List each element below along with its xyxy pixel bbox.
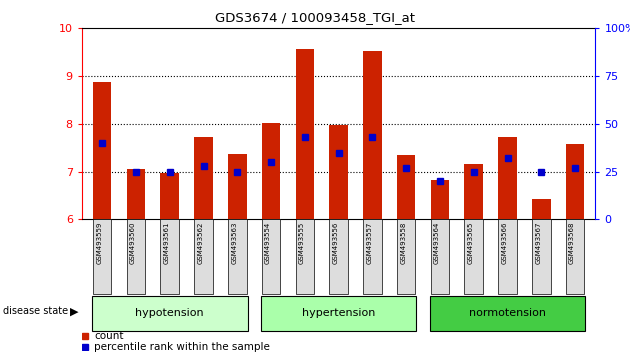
FancyBboxPatch shape [262, 219, 280, 294]
Text: disease state: disease state [3, 306, 68, 316]
Bar [566, 144, 585, 219]
Text: GSM493560: GSM493560 [130, 222, 136, 264]
Text: GSM493561: GSM493561 [164, 222, 169, 264]
FancyBboxPatch shape [498, 219, 517, 294]
Bar [464, 164, 483, 219]
Text: GSM493565: GSM493565 [467, 222, 474, 264]
Text: GSM493559: GSM493559 [96, 222, 102, 264]
Text: hypotension: hypotension [135, 308, 204, 318]
Text: GSM493567: GSM493567 [536, 222, 541, 264]
FancyBboxPatch shape [161, 219, 179, 294]
FancyBboxPatch shape [194, 219, 213, 294]
Text: GSM493562: GSM493562 [198, 222, 203, 264]
FancyBboxPatch shape [397, 219, 415, 294]
Text: percentile rank within the sample: percentile rank within the sample [94, 342, 270, 352]
FancyBboxPatch shape [261, 296, 416, 331]
Bar [228, 154, 246, 219]
FancyBboxPatch shape [464, 219, 483, 294]
FancyBboxPatch shape [93, 219, 112, 294]
Bar [329, 125, 348, 219]
Text: ▶: ▶ [70, 306, 79, 316]
Bar [498, 137, 517, 219]
Bar [532, 199, 551, 219]
FancyBboxPatch shape [228, 219, 246, 294]
Text: GDS3674 / 100093458_TGI_at: GDS3674 / 100093458_TGI_at [215, 11, 415, 24]
Bar [127, 169, 146, 219]
Bar [161, 173, 179, 219]
Text: normotension: normotension [469, 308, 546, 318]
FancyBboxPatch shape [127, 219, 146, 294]
Text: GSM493568: GSM493568 [569, 222, 575, 264]
FancyBboxPatch shape [329, 219, 348, 294]
FancyBboxPatch shape [92, 296, 248, 331]
Text: GSM493558: GSM493558 [400, 222, 406, 264]
Bar [194, 137, 213, 219]
Bar [93, 82, 112, 219]
Text: GSM493556: GSM493556 [333, 222, 339, 264]
Text: count: count [94, 331, 123, 341]
Bar [397, 155, 415, 219]
FancyBboxPatch shape [363, 219, 382, 294]
Text: GSM493557: GSM493557 [367, 222, 372, 264]
Text: hypertension: hypertension [302, 308, 375, 318]
Bar [431, 180, 449, 219]
FancyBboxPatch shape [431, 219, 449, 294]
FancyBboxPatch shape [295, 219, 314, 294]
Text: GSM493564: GSM493564 [434, 222, 440, 264]
Bar [262, 123, 280, 219]
Text: GSM493554: GSM493554 [265, 222, 271, 264]
Text: GSM493566: GSM493566 [501, 222, 508, 264]
FancyBboxPatch shape [566, 219, 585, 294]
Bar [295, 49, 314, 219]
Text: GSM493555: GSM493555 [299, 222, 305, 264]
FancyBboxPatch shape [430, 296, 585, 331]
Bar [363, 51, 382, 219]
FancyBboxPatch shape [532, 219, 551, 294]
Text: GSM493563: GSM493563 [231, 222, 238, 264]
